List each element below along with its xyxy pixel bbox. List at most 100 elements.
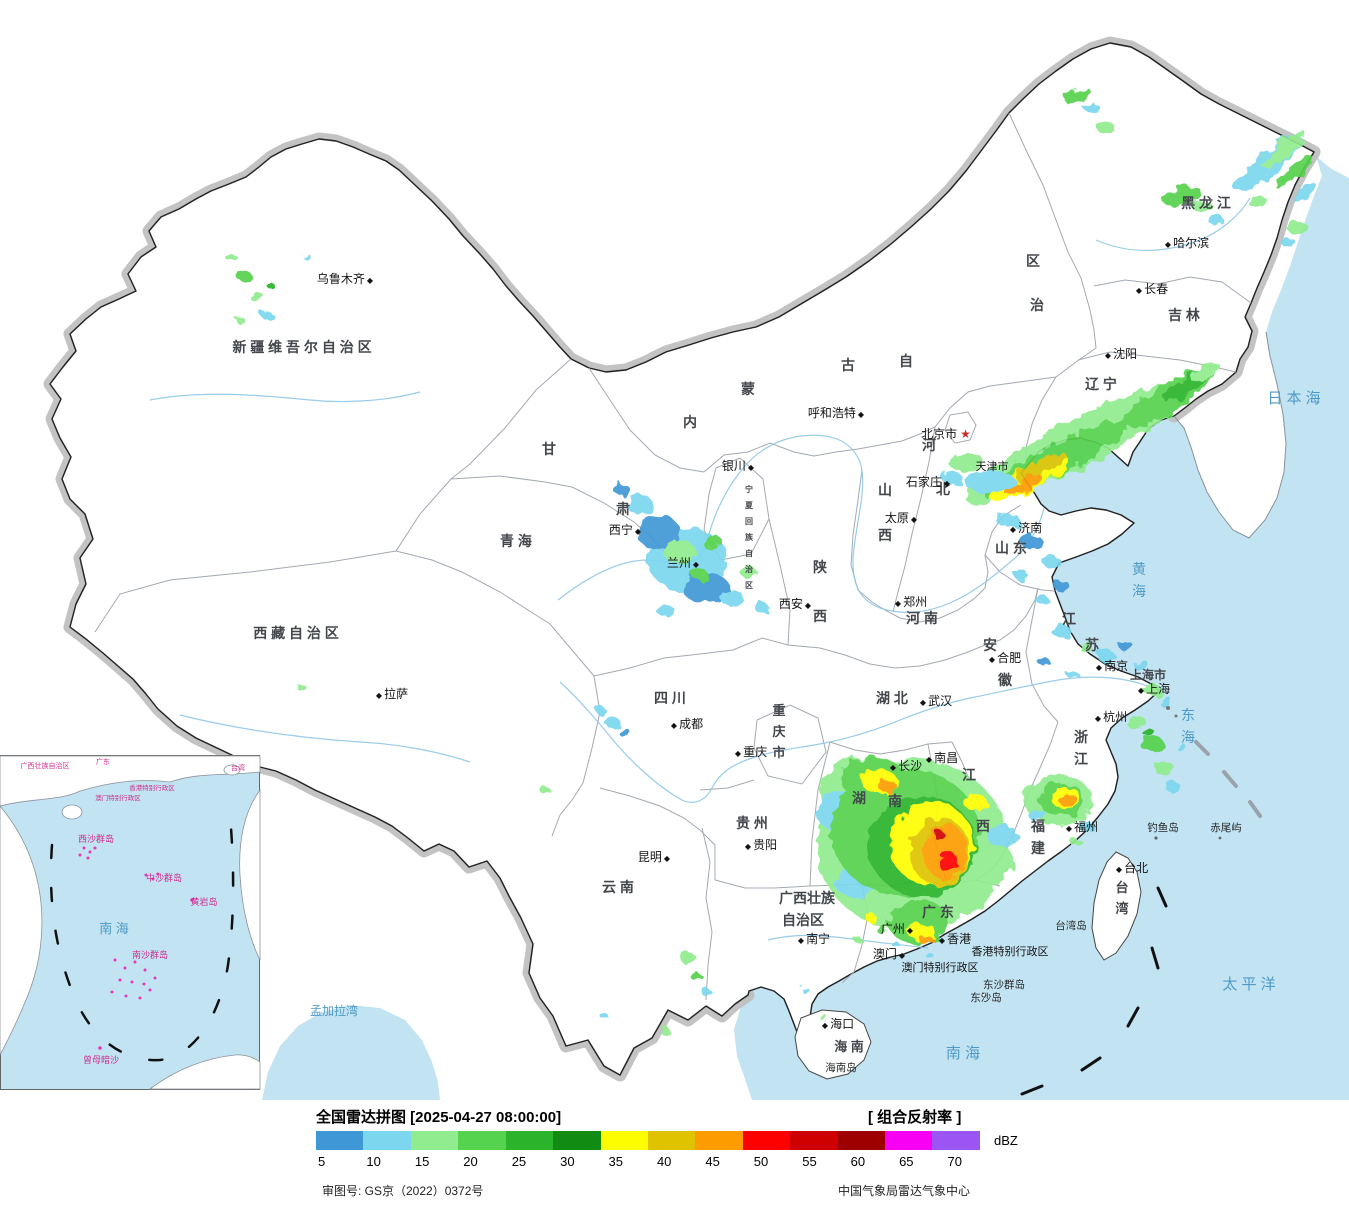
province-label: 陕 [813, 559, 827, 575]
legend-step [316, 1131, 364, 1150]
inset-red-label: 曾母暗沙 [83, 1054, 119, 1065]
echo-xinjiang [226, 253, 310, 324]
small-islands [981, 706, 1222, 998]
city-label: 西安 ◆ [779, 596, 812, 611]
inset-red-label: 香港特别行政区 [129, 783, 175, 792]
city-label: ◆ 福州 [1066, 819, 1098, 834]
legend-value: 50 [753, 1154, 769, 1169]
province-label: 重庆市 [771, 703, 785, 760]
sea-label: 黄海 [1132, 561, 1146, 599]
province-label: 安 [983, 637, 997, 653]
province-label: 海 南 [834, 1039, 864, 1054]
legend-value: 45 [705, 1154, 720, 1169]
city-diamond-icon: ◆ [944, 479, 951, 488]
city-label: 石家庄 ◆ [906, 474, 951, 489]
province-label: 宁夏回族自治区 [744, 484, 754, 590]
legend-value: 65 [899, 1154, 914, 1169]
legend-step [553, 1131, 601, 1150]
city-label: ◆ 长沙 [890, 759, 922, 773]
city-label: ◆ 南宁 [798, 931, 830, 946]
city-label: ◆ 长春 [1136, 282, 1168, 296]
legend-panel: 全国雷达拼图 [2025-04-27 08:00:00] [ 组合反射率 ] d… [0, 1100, 1349, 1208]
city-label: ◆ 南昌 [926, 750, 958, 765]
province-label: 自 [899, 353, 913, 369]
inset-red-label: 澳门特别行政区 [95, 793, 141, 802]
city-diamond-icon: ◆ [1010, 525, 1017, 534]
city-label: ◆ 台北 [1116, 860, 1148, 875]
sea-label: 太 平 洋 [1222, 976, 1275, 993]
province-label: 浙江 [1074, 729, 1088, 767]
province-label: 新 疆 维 吾 尔 自 治 区 [232, 339, 371, 355]
province-label: 吉 林 [1168, 307, 1200, 323]
inset-red-label: 南沙群岛 [132, 949, 168, 960]
province-label: 山 东 [995, 540, 1027, 556]
echo-hunan-jiangxi [816, 756, 1018, 945]
city-label: ◆ 沈阳 [1105, 346, 1137, 361]
city-label: ◆ 成都 [671, 717, 703, 731]
province-label: 蒙 [741, 381, 755, 397]
legend-value: 5 [318, 1154, 326, 1169]
city-diamond-icon: ◆ [748, 463, 755, 472]
echo-shandong [1003, 516, 1070, 604]
legend-value: 40 [656, 1154, 672, 1169]
nine-dash-line-main [1020, 886, 1168, 1096]
city-diamond-icon: ◆ [805, 601, 812, 610]
city-diamond-icon: ◆ [1066, 824, 1073, 833]
city-label: 天津市 [976, 459, 1009, 473]
echo-west-small [297, 685, 632, 794]
city-diamond-icon: ◆ [1165, 240, 1172, 249]
city-diamond-icon: ◆ [367, 276, 374, 285]
echo-northeast [1064, 87, 1316, 247]
province-label: 内 [683, 414, 697, 430]
province-label: 江 [962, 767, 976, 783]
legend-value: 60 [850, 1154, 866, 1169]
city-label: ◆ 上海 [1138, 681, 1170, 696]
legend-value: 55 [802, 1154, 817, 1169]
island-label: 东沙岛 [970, 991, 1002, 1004]
capital-star-icon: ★ [960, 427, 971, 441]
province-label: 河 南 [906, 610, 938, 626]
city-diamond-icon: ◆ [1136, 286, 1143, 295]
special-label: 香港特别行政区 [972, 944, 1049, 958]
echo-gansu [614, 484, 769, 616]
legend-unit: dBZ [994, 1133, 1018, 1148]
province-label: 福建 [1030, 818, 1045, 856]
city-label: ◆ 合肥 [989, 650, 1021, 665]
legend-value: 30 [560, 1154, 575, 1169]
legend-value: 10 [366, 1154, 381, 1169]
sea-layer [262, 156, 1349, 1100]
city-diamond-icon: ◆ [926, 755, 933, 764]
city-diamond-icon: ◆ [939, 936, 946, 945]
province-label: 苏 [1085, 637, 1099, 653]
city-label: ◆ 香港 [939, 932, 971, 946]
province-label: 治 [1030, 297, 1044, 313]
hainan-island [794, 1009, 872, 1080]
city-label: ◆ 杭州 [1095, 709, 1127, 724]
city-diamond-icon: ◆ [911, 515, 918, 524]
inset-red-label: 台湾 [231, 763, 245, 772]
ryukyu-islands [1194, 740, 1262, 818]
sea-label: 南 海 [946, 1045, 980, 1062]
legend-step [600, 1131, 648, 1150]
legend-value: 25 [511, 1154, 527, 1169]
city-diamond-icon: ◆ [895, 599, 902, 608]
city-diamond-icon: ◆ [671, 721, 678, 730]
bay-of-bengal [262, 1005, 440, 1100]
city-label: ◆ 海口 [822, 1016, 854, 1031]
province-label: 云 南 [602, 879, 634, 895]
city-label: 乌鲁木齐 ◆ [317, 271, 374, 286]
map-title: 全国雷达拼图 [2025-04-27 08:00:00] [316, 1109, 562, 1126]
island-label: 赤尾屿 [1210, 822, 1242, 834]
special-label: 澳门特别行政区 [902, 960, 979, 974]
city-label: ◆ 拉萨 [376, 686, 408, 701]
inset-sea-label: 南 海 [99, 921, 129, 936]
city-label: 太原 ◆ [885, 510, 918, 525]
city-label: 昆明 ◆ [638, 850, 671, 864]
province-label: 台湾 [1115, 880, 1128, 916]
city-label: 澳门 ◆ [873, 946, 906, 961]
legend-step [458, 1131, 506, 1150]
nine-dash-line-inset [49, 813, 235, 1062]
province-label: 区 [1026, 253, 1040, 269]
